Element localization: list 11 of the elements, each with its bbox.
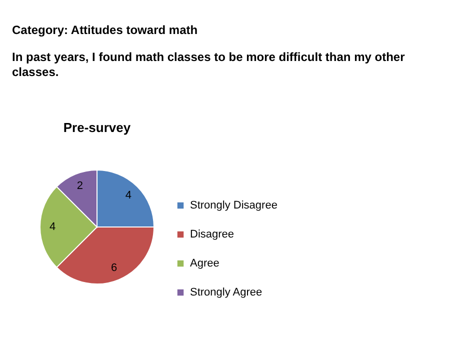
- legend-label: Strongly Agree: [190, 286, 262, 298]
- legend-label: Agree: [190, 258, 220, 270]
- data-label: 6: [110, 262, 118, 274]
- legend-label: Strongly Disagree: [190, 200, 278, 212]
- data-label: 4: [125, 190, 132, 202]
- text: In past years, I found math classes to be more difficult than my other classes.: [12, 50, 406, 79]
- chart-title: Pre-survey: [63, 120, 132, 135]
- data-label: 4: [49, 221, 56, 233]
- text: Category: Attitudes toward math: [12, 23, 198, 37]
- legend-label: Disagree: [190, 228, 234, 240]
- data-label: 2: [76, 180, 84, 192]
